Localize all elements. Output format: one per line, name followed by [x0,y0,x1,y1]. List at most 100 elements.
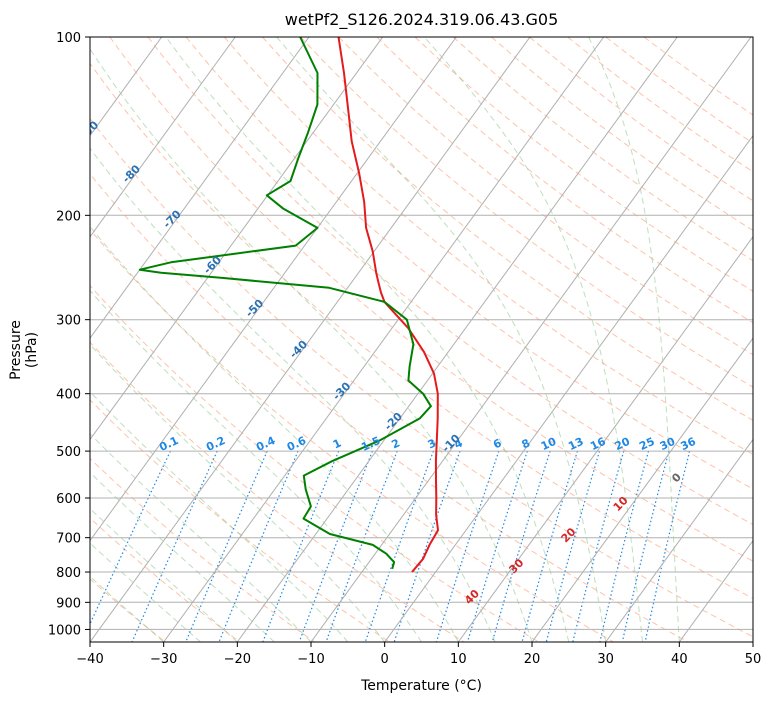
y-tick-label: 500 [56,445,81,460]
mixing-ratio-line [298,450,373,642]
isotherm [90,37,310,339]
isotherm-label: -20 [382,410,405,433]
grid-layer [90,37,753,642]
moist-adiabat-label: 30 [506,556,526,576]
dry-adiabat [338,37,753,356]
dry-adiabat [643,37,753,116]
series-layer [138,37,439,573]
isotherm-label: -60 [201,253,224,276]
dry-adiabat [185,37,753,490]
mixing-ratio-label: 13 [566,435,585,453]
isotherm [163,37,605,642]
y-axis-label: Pressure (hPa) [8,320,40,380]
mixing-ratio-line [621,450,670,642]
isotherm [236,37,678,642]
mixing-ratio-line [435,450,500,642]
y-tick-label: 700 [56,532,81,547]
isotherm-label: -40 [287,338,310,361]
isotherm-label: -70 [161,207,184,230]
mixing-ratio-label: 8 [520,436,532,451]
x-tick-label: −30 [150,652,177,667]
x-tick-label: −10 [297,652,324,667]
x-tick-label: 30 [597,652,614,667]
mixing-ratio-line [325,450,398,642]
y-tick-label: 800 [56,566,81,581]
x-axis-label: Temperature (°C) [361,678,482,694]
isotherm-label: -90 [78,118,101,141]
dry-adiabat [90,341,465,642]
isotherm [310,37,752,642]
dry-adiabat [376,37,753,324]
dry-adiabat [491,37,753,232]
moist-adiabat [588,37,680,642]
mixing-ratio-label: 2 [390,436,402,451]
x-tick-label: 10 [450,652,467,667]
dry-adiabat [90,457,315,642]
moist-adiabat [90,343,386,642]
isotherm [457,235,753,642]
moist-adiabat [276,37,607,642]
y-tick-label: 200 [56,209,81,224]
mixing-ratio-label: 10 [539,435,559,453]
dry-adiabat [90,284,540,642]
moist-adiabat [90,507,238,642]
isotherm-label: -30 [330,379,353,402]
mixing-ratio-line [131,450,218,642]
y-tick-label: 600 [56,492,81,507]
mixing-ratio-line [572,450,625,642]
dry-adiabat [90,173,689,642]
dry-adiabat [147,37,753,526]
isotherm [605,438,753,642]
isotherm [90,37,236,238]
moist-adiabat [90,225,459,642]
y-tick-label: 1000 [48,623,81,638]
mixing-ratio-label: 30 [658,435,678,453]
dry-adiabat [90,399,390,642]
y-tick-label: 400 [56,388,81,403]
mixing-ratio-line [599,450,650,642]
isotherm-label: -80 [120,162,143,185]
dry-adiabat [90,117,753,638]
mixing-ratio-line [90,450,171,626]
isotherm-label: -50 [243,297,266,320]
dry-adiabat [452,37,753,262]
isotherm [90,37,457,542]
plot-frame [89,36,754,643]
moist-adiabat [90,289,422,642]
moist-adiabat [423,37,643,642]
x-tick-label: 50 [745,652,762,667]
dry-adiabat [529,37,753,202]
x-tick-label: −40 [76,652,103,667]
moist-adiabat [90,48,533,642]
isotherm [90,37,531,642]
y-tick-label: 900 [56,596,81,611]
mixing-ratio-label: 16 [588,435,608,453]
moist-adiabat-label: 20 [559,525,579,545]
moist-adiabat [165,37,570,642]
label-layer: 0.1 0.2 0.4 0.6 1 1.5 2 3 4 6 8 10 13 16 20 25 30 36-100-… [37,67,698,607]
mixing-ratio-line [218,450,299,642]
mixing-ratio-label: 25 [637,435,656,453]
dry-adiabat [90,578,166,642]
axis-layer: −40 −30 −20 −10 0 10 20 30 40 50 100 200 300 400 500 60… [48,31,761,667]
x-tick-label: 40 [671,652,688,667]
dry-adiabat [414,37,753,292]
mixing-ratio-label: 1 [331,436,343,451]
isotherm-label: -100 [37,67,66,96]
dry-adiabat [109,37,753,562]
mixing-ratio-line [393,450,461,642]
x-tick-label: −20 [224,652,251,667]
isotherm [531,337,753,642]
mixing-ratio-line [185,450,268,642]
x-tick-label: 0 [381,652,389,667]
dewpoint-line [138,37,432,570]
y-tick-label: 100 [56,31,81,46]
dry-adiabat [605,37,753,144]
mixing-ratio-line [262,450,340,642]
mixing-ratio-label: 20 [613,435,633,453]
mixing-ratio-line [545,450,601,642]
moist-adiabat [90,147,496,642]
mixing-ratio-line [491,450,551,642]
isotherm [384,134,753,642]
